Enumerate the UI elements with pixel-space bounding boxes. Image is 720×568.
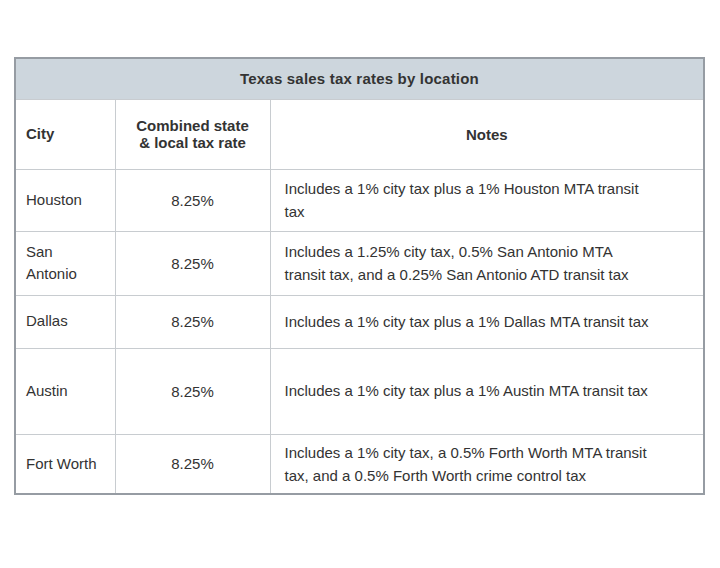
- table-header-row: City Combined state & local tax rate Not…: [15, 99, 704, 169]
- city-cell: Houston: [15, 169, 115, 231]
- rate-cell: 8.25%: [115, 295, 270, 348]
- table-row-san-antonio: San Antonio 8.25% Includes a 1.25% city …: [15, 231, 704, 295]
- table-row-houston: Houston 8.25% Includes a 1% city tax plu…: [15, 169, 704, 231]
- table-row-austin: Austin 8.25% Includes a 1% city tax plus…: [15, 348, 704, 434]
- city-cell: Austin: [15, 348, 115, 434]
- column-header-rate: Combined state & local tax rate: [115, 99, 270, 169]
- column-header-notes: Notes: [270, 99, 704, 169]
- tax-rates-table: Texas sales tax rates by location City C…: [14, 57, 705, 495]
- notes-cell: Includes a 1.25% city tax, 0.5% San Anto…: [270, 231, 704, 295]
- table-title: Texas sales tax rates by location: [15, 58, 704, 99]
- table-title-row: Texas sales tax rates by location: [15, 58, 704, 99]
- city-cell: Dallas: [15, 295, 115, 348]
- notes-cell: Includes a 1% city tax plus a 1% Dallas …: [270, 295, 704, 348]
- city-cell: Fort Worth: [15, 434, 115, 494]
- rate-cell: 8.25%: [115, 231, 270, 295]
- notes-cell: Includes a 1% city tax plus a 1% Austin …: [270, 348, 704, 434]
- table-row-dallas: Dallas 8.25% Includes a 1% city tax plus…: [15, 295, 704, 348]
- city-cell: San Antonio: [15, 231, 115, 295]
- notes-cell: Includes a 1% city tax plus a 1% Houston…: [270, 169, 704, 231]
- notes-cell: Includes a 1% city tax, a 0.5% Forth Wor…: [270, 434, 704, 494]
- rate-cell: 8.25%: [115, 434, 270, 494]
- rate-cell: 8.25%: [115, 169, 270, 231]
- table-row-fort-worth: Fort Worth 8.25% Includes a 1% city tax,…: [15, 434, 704, 494]
- rate-cell: 8.25%: [115, 348, 270, 434]
- page-background: Texas sales tax rates by location City C…: [0, 0, 720, 568]
- column-header-city: City: [15, 99, 115, 169]
